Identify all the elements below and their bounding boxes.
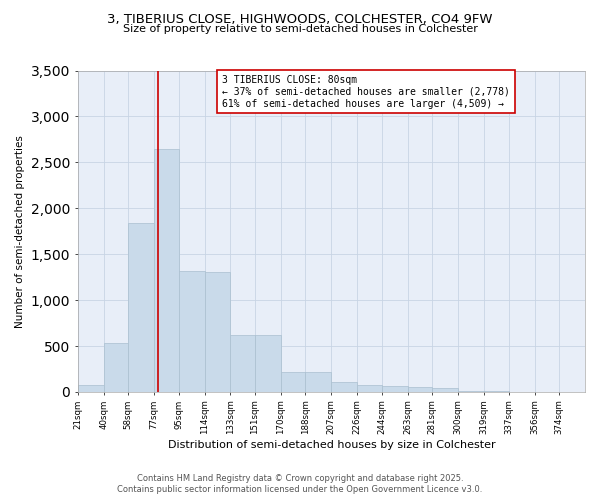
Text: Contains HM Land Registry data © Crown copyright and database right 2025.
Contai: Contains HM Land Registry data © Crown c…	[118, 474, 482, 494]
Bar	[154, 148, 179, 392]
Bar	[432, 388, 458, 392]
Text: 3 TIBERIUS CLOSE: 80sqm
← 37% of semi-detached houses are smaller (2,778)
61% of: 3 TIBERIUS CLOSE: 80sqm ← 37% of semi-de…	[222, 76, 510, 108]
Bar	[458, 390, 484, 392]
Bar	[128, 223, 154, 392]
Bar	[230, 334, 255, 392]
Bar	[305, 372, 331, 392]
Bar	[331, 382, 357, 392]
Bar	[77, 385, 104, 392]
Bar	[357, 385, 382, 392]
Text: 3, TIBERIUS CLOSE, HIGHWOODS, COLCHESTER, CO4 9FW: 3, TIBERIUS CLOSE, HIGHWOODS, COLCHESTER…	[107, 12, 493, 26]
Bar	[104, 344, 128, 392]
Bar	[408, 387, 432, 392]
Bar	[255, 334, 281, 392]
Text: Size of property relative to semi-detached houses in Colchester: Size of property relative to semi-detach…	[122, 24, 478, 34]
Bar	[281, 372, 305, 392]
Bar	[205, 272, 230, 392]
Bar	[179, 270, 205, 392]
Bar	[382, 386, 408, 392]
Y-axis label: Number of semi-detached properties: Number of semi-detached properties	[15, 135, 25, 328]
X-axis label: Distribution of semi-detached houses by size in Colchester: Distribution of semi-detached houses by …	[167, 440, 495, 450]
